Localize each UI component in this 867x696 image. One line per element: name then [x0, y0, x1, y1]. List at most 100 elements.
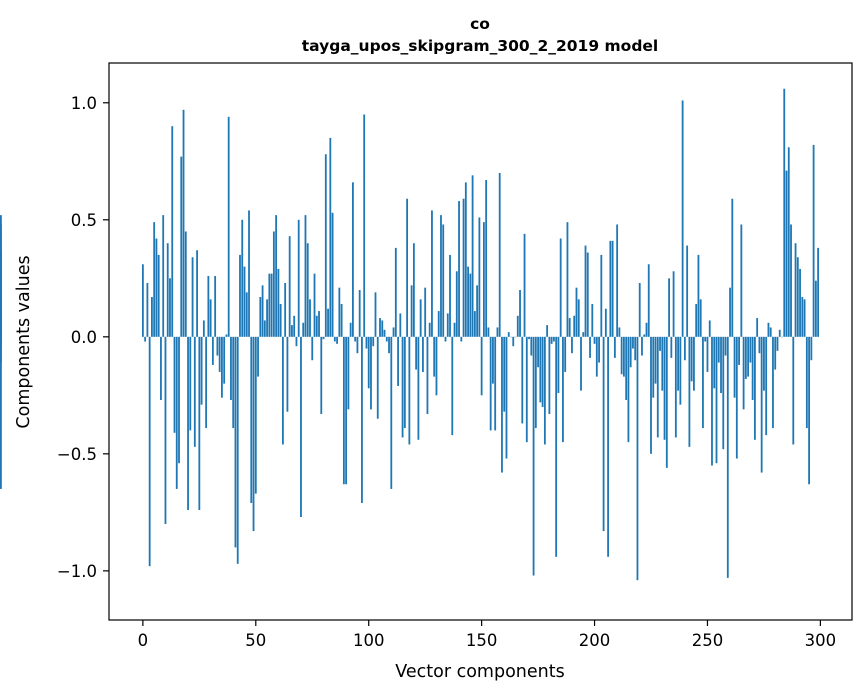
bar-54 [263, 320, 266, 337]
bar-137 [451, 336, 454, 436]
bar-39 [230, 336, 232, 401]
bar-119 [410, 285, 413, 337]
bar-261 [731, 198, 734, 337]
bar-86 [336, 336, 338, 344]
bar-83 [329, 137, 332, 337]
bar-147 [473, 311, 476, 337]
bar-157 [496, 327, 499, 337]
bar-88 [340, 304, 343, 337]
bar-228 [656, 336, 659, 438]
bar-36 [223, 336, 226, 384]
bar-290 [796, 257, 799, 337]
y-tick-label: 0.0 [71, 328, 97, 347]
bar-107 [383, 329, 386, 337]
bar-48 [250, 336, 253, 503]
bar-34 [218, 336, 221, 372]
bar-166 [516, 315, 519, 337]
bar-100 [367, 336, 370, 389]
bar-281 [776, 336, 779, 351]
bar-50 [254, 336, 257, 494]
bar-291 [799, 268, 801, 337]
bar-89 [342, 336, 345, 485]
bar-234 [670, 336, 673, 358]
bar-37 [225, 334, 228, 337]
bar-31 [211, 336, 214, 365]
bar-193 [577, 299, 580, 337]
x-tick-label: 250 [692, 631, 724, 650]
bar-3 [148, 336, 151, 567]
bar-229 [659, 336, 661, 351]
bar-74 [309, 299, 311, 337]
bar-192 [575, 287, 578, 337]
bar-224 [647, 264, 650, 337]
bar-295 [808, 336, 810, 485]
bar-92 [349, 322, 352, 337]
x-tick-label: 0 [138, 631, 149, 650]
bar-174 [534, 336, 537, 429]
bar-80 [322, 336, 325, 340]
bar-41 [234, 336, 237, 548]
bar-141 [460, 336, 463, 342]
bar-293 [803, 299, 806, 337]
bar-8 [160, 336, 162, 401]
bar-76 [313, 273, 316, 337]
bar-136 [449, 254, 451, 337]
bar-180 [548, 336, 551, 415]
bar-199 [591, 304, 594, 337]
bar-272 [756, 318, 759, 337]
bar-264 [738, 336, 740, 365]
bar-120 [412, 243, 415, 337]
bar-67 [293, 315, 296, 337]
bar-203 [600, 254, 603, 337]
bar-45 [243, 266, 246, 337]
bar-289 [794, 243, 797, 337]
bar-0 [141, 264, 144, 337]
bar-7 [157, 254, 160, 337]
bar-4 [151, 297, 153, 337]
bar-20 [187, 336, 189, 510]
bar-94 [354, 336, 357, 342]
bar-126 [426, 336, 429, 415]
x-tick-label: 200 [579, 631, 611, 650]
bar-135 [446, 313, 449, 337]
bar-191 [573, 315, 576, 337]
bar-294 [805, 336, 808, 429]
bar-118 [408, 336, 411, 445]
bar-27 [202, 320, 205, 337]
bar-216 [629, 336, 632, 368]
bar-285 [785, 170, 788, 337]
bar-195 [582, 332, 585, 337]
bar-236 [674, 336, 677, 438]
bar-207 [609, 240, 612, 337]
bar-11 [166, 243, 169, 337]
bar-226 [652, 336, 655, 398]
bar-81 [324, 154, 327, 337]
bar-251 [708, 320, 711, 337]
bar-32 [214, 275, 217, 337]
bar-188 [566, 222, 569, 337]
bar-38 [227, 116, 230, 337]
bar-79 [320, 336, 323, 415]
bar-44 [241, 219, 244, 337]
x-axis-label: Vector components [395, 662, 564, 682]
bar-138 [453, 322, 456, 337]
bar-194 [580, 336, 582, 391]
bar-52 [259, 297, 262, 337]
y-axis-ticks: 1.0 0.5 0.0 −0.5 −1.0 [57, 94, 109, 581]
bar-218 [634, 336, 637, 361]
bar-undefined [0, 336, 2, 363]
bar-132 [440, 215, 442, 337]
bar-222 [643, 334, 646, 337]
bar-220 [638, 282, 641, 337]
y-axis-label: Components values [14, 255, 34, 428]
bar-117 [406, 198, 409, 337]
bar-140 [458, 201, 460, 337]
bar-255 [717, 336, 720, 363]
bar-260 [729, 287, 731, 337]
bar-125 [424, 287, 427, 337]
bar-230 [661, 336, 664, 391]
bar-60 [277, 268, 280, 337]
bar-267 [744, 336, 747, 379]
bar-276 [765, 336, 768, 436]
